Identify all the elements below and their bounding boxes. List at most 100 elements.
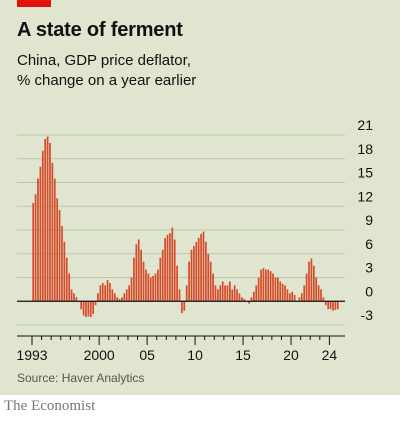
- y-tick-label: 3: [365, 260, 373, 276]
- bar: [58, 210, 61, 302]
- bar: [116, 297, 118, 302]
- bar: [94, 301, 97, 306]
- bar: [195, 241, 198, 302]
- bar: [308, 261, 310, 302]
- brand-accent-bar: [17, 0, 51, 7]
- bar: [70, 289, 73, 302]
- chart-panel: [0, 0, 400, 395]
- bar: [310, 258, 313, 302]
- bar: [97, 293, 99, 302]
- bar: [65, 257, 68, 302]
- bar: [92, 301, 95, 314]
- bar: [257, 277, 260, 302]
- bar: [41, 150, 44, 302]
- bar: [173, 239, 176, 302]
- bar: [327, 301, 330, 310]
- bar: [226, 285, 229, 302]
- x-tick-labels: 1993 2000 05 10 15 20 24: [16, 347, 337, 363]
- chart-subtitle: China, GDP price deflator, % change on a…: [17, 51, 196, 91]
- bar: [317, 285, 320, 302]
- x-tick-label: 15: [235, 347, 251, 363]
- bar: [207, 253, 210, 302]
- bar: [264, 269, 267, 302]
- bar: [200, 233, 202, 302]
- bar: [279, 281, 282, 302]
- bar: [284, 285, 286, 302]
- x-tick-label: 24: [322, 347, 338, 363]
- bar: [137, 239, 140, 302]
- bar: [183, 301, 186, 311]
- bar: [34, 194, 37, 302]
- bar: [73, 293, 75, 302]
- bar: [274, 277, 277, 302]
- bar: [49, 142, 51, 302]
- bar: [238, 293, 241, 302]
- bar: [241, 297, 243, 302]
- bar: [214, 285, 217, 302]
- publisher-brand: The Economist: [4, 398, 96, 414]
- bar: [336, 301, 339, 310]
- y-tick-label: 21: [357, 117, 373, 133]
- bar: [233, 285, 236, 302]
- bar: [303, 285, 306, 302]
- bar: [219, 285, 222, 302]
- bar: [267, 269, 270, 302]
- bar: [152, 275, 154, 302]
- bar: [157, 269, 159, 302]
- bar: [262, 268, 265, 302]
- bar: [231, 289, 234, 302]
- bar: [176, 265, 178, 302]
- bar: [118, 298, 121, 302]
- bar: [133, 257, 135, 302]
- bar: [51, 162, 54, 302]
- bar: [212, 273, 214, 302]
- bar: [286, 289, 289, 302]
- bar: [305, 273, 308, 302]
- bar: [53, 178, 56, 302]
- bar: [298, 297, 301, 302]
- bar: [61, 226, 63, 302]
- bar: [109, 283, 111, 302]
- bar: [37, 178, 39, 302]
- bar: [159, 257, 162, 302]
- x-tick-label: 1993: [16, 347, 47, 363]
- bar: [288, 293, 291, 302]
- y-tick-label: 12: [357, 188, 373, 204]
- bar: [149, 277, 152, 302]
- source-note: Source: Haver Analytics: [17, 371, 145, 385]
- bar: [248, 301, 250, 304]
- y-tick-label: -3: [361, 307, 374, 323]
- bar: [224, 285, 226, 302]
- bar: [145, 269, 147, 302]
- bar: [181, 301, 183, 314]
- bar: [80, 301, 83, 310]
- bar: [89, 301, 92, 318]
- bar: [205, 241, 207, 302]
- bar: [169, 233, 171, 302]
- bar: [312, 265, 315, 302]
- bar: [253, 291, 255, 302]
- bar: [68, 273, 71, 302]
- bar: [111, 289, 114, 302]
- bar: [260, 269, 262, 302]
- grid-lines: [17, 134, 345, 326]
- bar: [106, 279, 109, 302]
- bar: [322, 297, 325, 302]
- subtitle-line-2: % change on a year earlier: [17, 72, 197, 89]
- bar: [332, 301, 334, 311]
- y-tick-label: 0: [365, 283, 373, 299]
- y-tick-label: 15: [357, 165, 373, 181]
- bar: [140, 249, 142, 302]
- bar: [44, 138, 47, 302]
- x-tick-label: 05: [139, 347, 155, 363]
- bar: [276, 277, 279, 302]
- bar: [56, 198, 59, 302]
- bar: [171, 227, 174, 302]
- bar: [178, 289, 181, 302]
- bar: [166, 234, 169, 302]
- y-tick-labels: 21 18 15 12 9 6 3 0 -3: [357, 117, 373, 323]
- bar: [188, 261, 190, 302]
- bar: [161, 249, 164, 302]
- bar: [209, 261, 212, 302]
- bar: [185, 285, 188, 302]
